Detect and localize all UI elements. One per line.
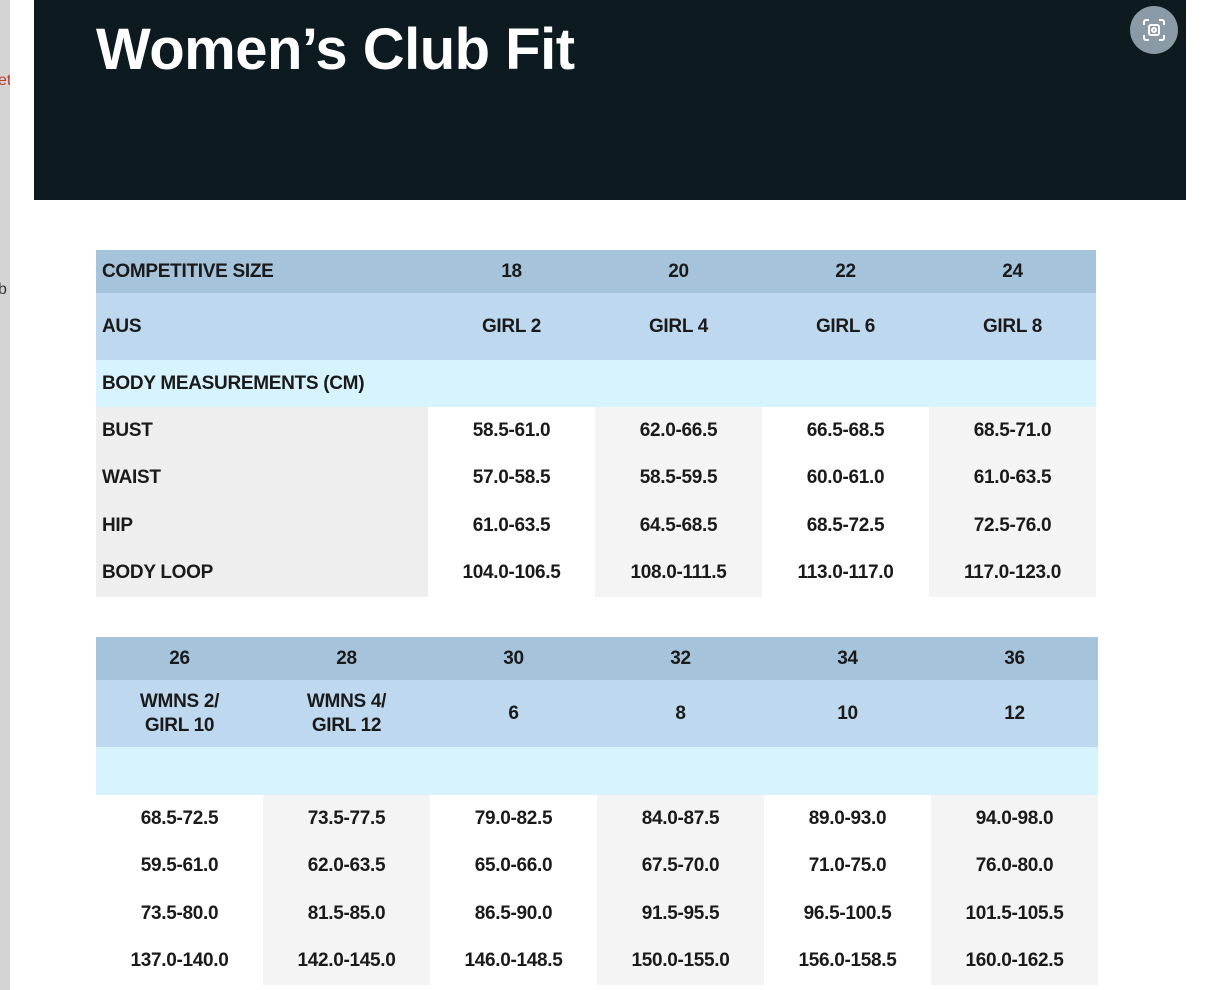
- aus-size: 6: [430, 680, 597, 747]
- measurement: 156.0-158.5: [764, 937, 931, 985]
- measurement: 104.0-106.5: [428, 549, 595, 597]
- side-fragment: et: [0, 72, 10, 89]
- row-label: BUST: [96, 407, 428, 455]
- column-header: 28: [263, 637, 430, 680]
- column-header: COMPETITIVE SIZE: [96, 250, 428, 293]
- aus-size: GIRL 8: [929, 293, 1096, 360]
- column-header: 18: [428, 250, 595, 293]
- measurement: 137.0-140.0: [96, 937, 263, 985]
- aus-size: GIRL 4: [595, 293, 762, 360]
- measurement: 66.5-68.5: [762, 407, 929, 455]
- row-label: WAIST: [96, 454, 428, 502]
- measurement: 91.5-95.5: [597, 890, 764, 938]
- aus-size: 8: [597, 680, 764, 747]
- column-header: 26: [96, 637, 263, 680]
- scan-button[interactable]: [1130, 6, 1178, 54]
- row-label: HIP: [96, 502, 428, 550]
- measurement: 64.5-68.5: [595, 502, 762, 550]
- measurement: 62.0-66.5: [595, 407, 762, 455]
- measurement: 59.5-61.0: [96, 842, 263, 890]
- column-header: 24: [929, 250, 1096, 293]
- section-band: [96, 747, 1098, 795]
- side-strip: et b: [0, 0, 10, 990]
- aus-size: WMNS 2/ GIRL 10: [96, 680, 263, 747]
- measurement: 73.5-80.0: [96, 890, 263, 938]
- side-fragment: b: [0, 281, 7, 298]
- row-label: BODY LOOP: [96, 549, 428, 597]
- column-header: 22: [762, 250, 929, 293]
- aus-size: 10: [764, 680, 931, 747]
- measurement: 62.0-63.5: [263, 842, 430, 890]
- measurement: 71.0-75.0: [764, 842, 931, 890]
- measurement: 142.0-145.0: [263, 937, 430, 985]
- measurement: 81.5-85.0: [263, 890, 430, 938]
- measurement: 117.0-123.0: [929, 549, 1096, 597]
- measurement: 94.0-98.0: [931, 795, 1098, 843]
- aus-size: AUS: [96, 293, 428, 360]
- measurement: 60.0-61.0: [762, 454, 929, 502]
- measurement: 150.0-155.0: [597, 937, 764, 985]
- column-header: 32: [597, 637, 764, 680]
- measurement: 57.0-58.5: [428, 454, 595, 502]
- aus-size: 12: [931, 680, 1098, 747]
- measurement: 89.0-93.0: [764, 795, 931, 843]
- measurement: 160.0-162.5: [931, 937, 1098, 985]
- measurement: 108.0-111.5: [595, 549, 762, 597]
- measurement: 76.0-80.0: [931, 842, 1098, 890]
- measurement: 61.0-63.5: [428, 502, 595, 550]
- measurement: 113.0-117.0: [762, 549, 929, 597]
- measurement: 68.5-72.5: [762, 502, 929, 550]
- measurement: 146.0-148.5: [430, 937, 597, 985]
- measurement: 86.5-90.0: [430, 890, 597, 938]
- column-header: 30: [430, 637, 597, 680]
- measurement: 84.0-87.5: [597, 795, 764, 843]
- column-header: 20: [595, 250, 762, 293]
- measurement: 79.0-82.5: [430, 795, 597, 843]
- aus-size: GIRL 2: [428, 293, 595, 360]
- measurement: 72.5-76.0: [929, 502, 1096, 550]
- measurement: 58.5-59.5: [595, 454, 762, 502]
- measurement: 65.0-66.0: [430, 842, 597, 890]
- measurement: 67.5-70.0: [597, 842, 764, 890]
- aus-size: GIRL 6: [762, 293, 929, 360]
- measurement: 73.5-77.5: [263, 795, 430, 843]
- measurement: 101.5-105.5: [931, 890, 1098, 938]
- measurement: 61.0-63.5: [929, 454, 1096, 502]
- aus-size: WMNS 4/ GIRL 12: [263, 680, 430, 747]
- title: Women’s Club Fit: [96, 17, 575, 82]
- measurement: 96.5-100.5: [764, 890, 931, 938]
- measurement: 68.5-71.0: [929, 407, 1096, 455]
- measurement: 68.5-72.5: [96, 795, 263, 843]
- measurement: 58.5-61.0: [428, 407, 595, 455]
- column-header: 34: [764, 637, 931, 680]
- column-header: 36: [931, 637, 1098, 680]
- header-banner: Women’s Club Fit: [34, 0, 1186, 200]
- section-label: BODY MEASUREMENTS (CM): [96, 360, 1096, 407]
